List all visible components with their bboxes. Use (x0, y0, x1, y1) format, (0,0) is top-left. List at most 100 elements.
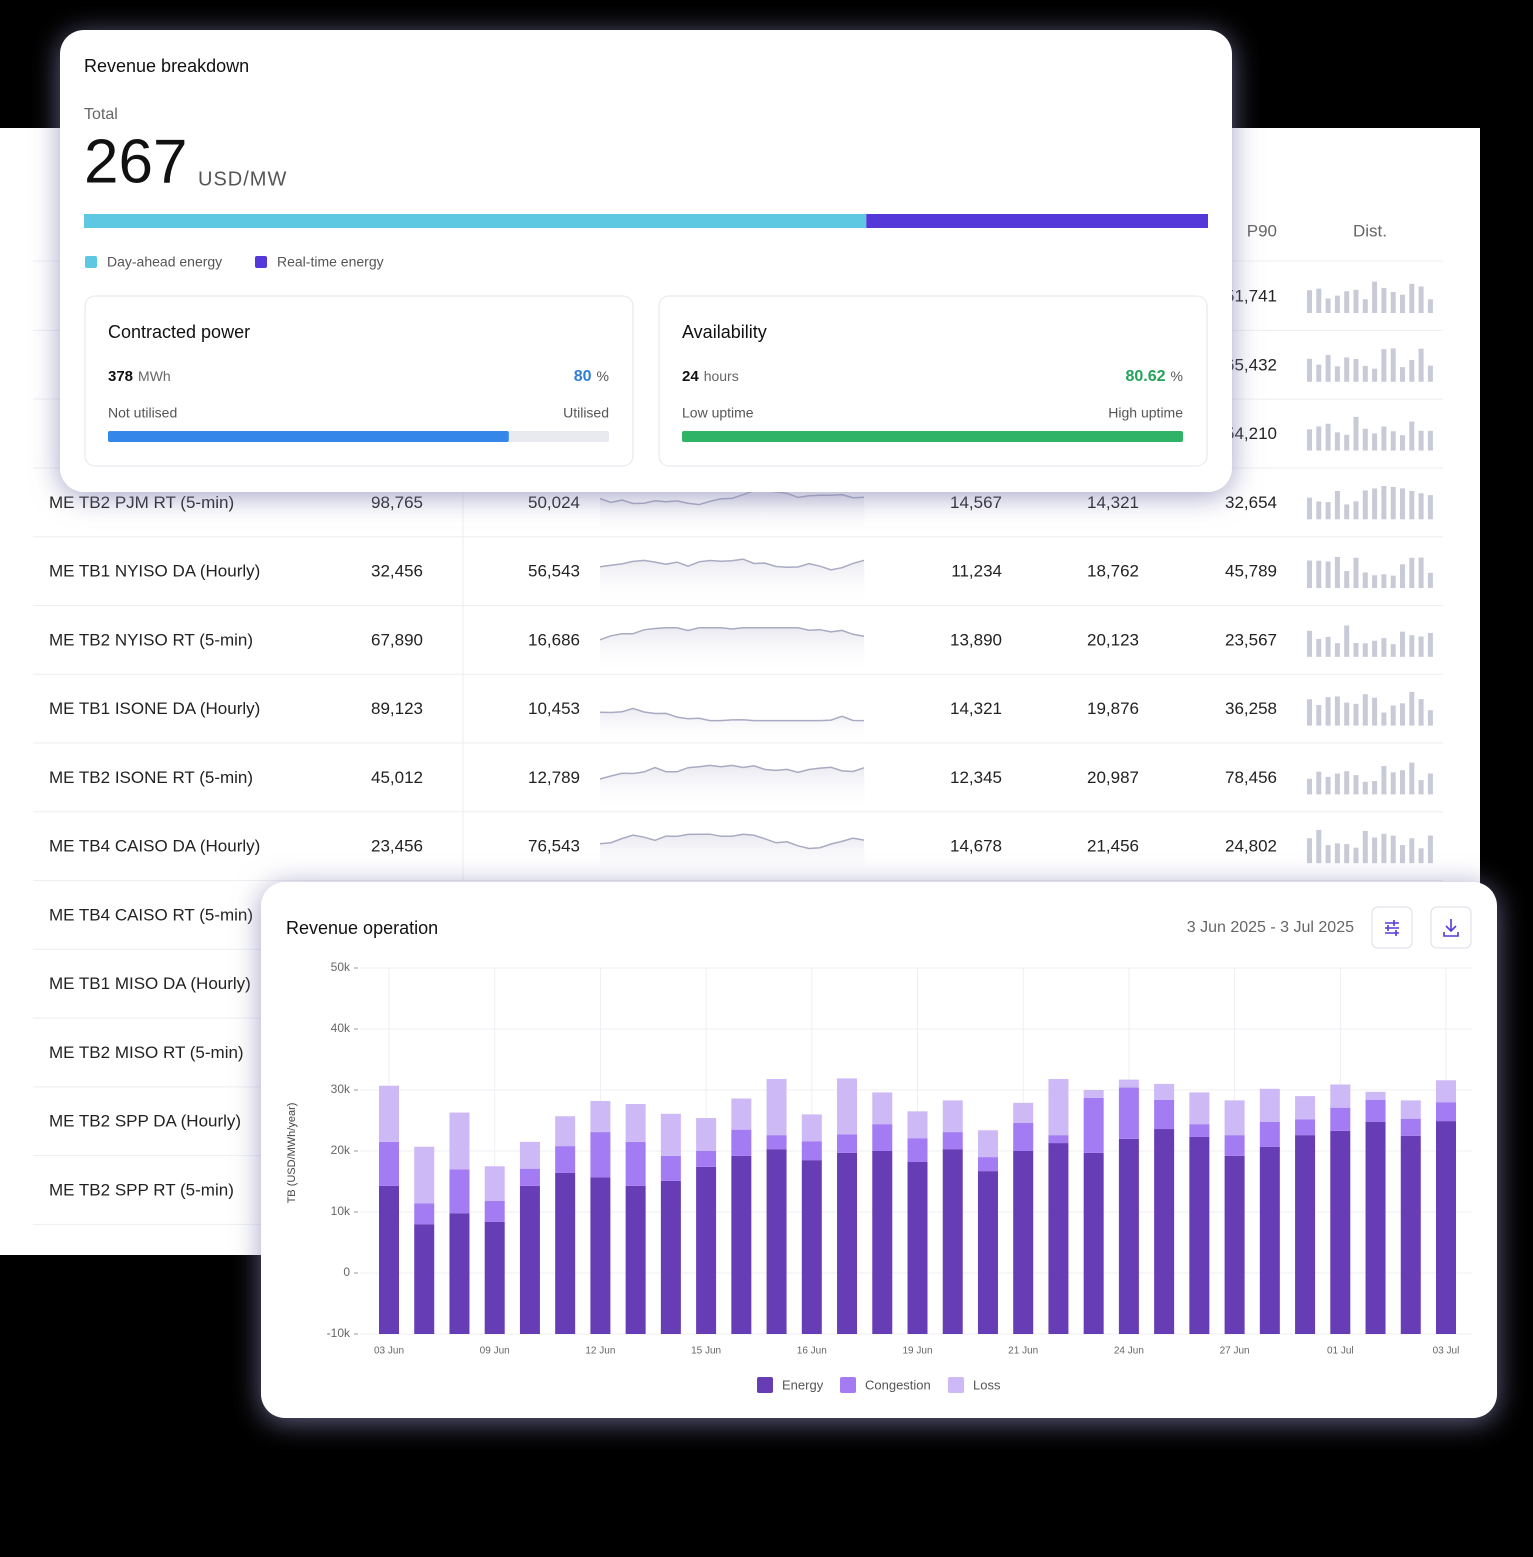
bar-segment (519, 1141, 540, 1169)
dist-bar (1409, 838, 1415, 864)
dist-bar (1325, 354, 1331, 382)
dist-bar (1418, 848, 1424, 864)
bar-segment (1365, 1121, 1386, 1334)
bar-segment (625, 1141, 646, 1186)
y-tick-label: 30k (331, 1082, 351, 1096)
sparkline (599, 489, 865, 506)
cell: 23,567 (1225, 630, 1277, 649)
dist-bar (1390, 291, 1396, 313)
dist-bar (1381, 574, 1387, 589)
cell: 32,654 (1225, 493, 1277, 512)
cell: 76,543 (528, 837, 580, 856)
cell: ME TB2 NYISO RT (5-min) (49, 630, 253, 649)
percent-unit: % (597, 368, 609, 384)
bar-segment (1013, 1122, 1034, 1151)
dist-bar (1307, 358, 1312, 382)
cell: ME TB4 CAISO RT (5-min) (49, 905, 253, 924)
dist-bar (1372, 575, 1378, 589)
cell: 19,876 (1087, 699, 1139, 718)
bar-segment (484, 1201, 505, 1222)
bar-segment (837, 1134, 858, 1153)
table-row: ME TB1 ISONE DA (Hourly) 89,123 10,453 14,3… (33, 691, 1443, 744)
dist-bar (1307, 630, 1312, 657)
bar-segment (1259, 1088, 1280, 1122)
dist-bar (1409, 762, 1415, 795)
bar-segment (1189, 1124, 1210, 1137)
dist-bar (1409, 557, 1415, 589)
sparkline (599, 764, 865, 780)
dist-bar (1418, 557, 1424, 589)
total-unit: USD/MW (198, 168, 287, 190)
dist-bar (1381, 486, 1387, 520)
metric-card: Contracted power 378 MWh 80 % Not utilised Uti… (84, 295, 634, 467)
cell: 14,678 (950, 837, 1002, 856)
dist-bar (1418, 493, 1424, 520)
date-range: 3 Jun 2025 - 3 Jul 2025 (1187, 919, 1354, 936)
cell: 20,987 (1087, 768, 1139, 787)
filter-knobs (1387, 920, 1397, 936)
bar-segment (872, 1092, 893, 1125)
cell: 21,456 (1087, 837, 1139, 856)
cell: 56,543 (528, 562, 580, 581)
dist-bar (1390, 575, 1396, 589)
dist-bar (1325, 845, 1331, 864)
bar-segment (766, 1079, 787, 1136)
bar-segment (1224, 1155, 1245, 1334)
cell: 14,321 (950, 699, 1002, 718)
dist-bar (1353, 501, 1359, 520)
dist-bar (1334, 556, 1340, 589)
bar-segment (1330, 1130, 1351, 1334)
dist-bar (1344, 434, 1350, 451)
dist-bar (1400, 631, 1405, 657)
dist-bar (1344, 504, 1350, 520)
bar-segment (625, 1185, 646, 1334)
dist-bar (1381, 833, 1387, 864)
cell: ME TB1 MISO DA (Hourly) (49, 974, 251, 993)
x-tick-label: 24 Jun (1114, 1346, 1144, 1357)
dist-bar (1409, 283, 1415, 313)
dist-bar (1344, 291, 1350, 313)
dist-bar (1400, 845, 1405, 864)
chart-title: Revenue operation (286, 918, 438, 938)
dist-bar (1400, 435, 1405, 451)
cell: 45,012 (371, 768, 423, 787)
x-tick-label: 27 Jun (1220, 1346, 1250, 1357)
dist-bar (1316, 829, 1322, 864)
right-label: Utilised (563, 405, 609, 421)
filter-button[interactable] (1371, 906, 1413, 949)
bar-segment (590, 1100, 611, 1133)
bar-segment (449, 1112, 470, 1170)
dist-bar (1353, 289, 1359, 313)
dist-bar (1400, 770, 1405, 795)
dist-bar (1307, 838, 1312, 864)
bar-segment (1295, 1119, 1316, 1136)
bar-segment (1048, 1143, 1069, 1334)
bar-segment (1365, 1099, 1386, 1122)
bar-segment (801, 1114, 822, 1142)
dist-bar (1325, 502, 1331, 520)
x-tick-label: 03 Jun (374, 1346, 404, 1357)
share-bar (84, 214, 867, 228)
legend-label: Real-time energy (277, 254, 384, 270)
bar-segment (414, 1146, 435, 1204)
bar-segment (1400, 1118, 1421, 1136)
cell: ME TB2 SPP DA (Hourly) (49, 1112, 241, 1131)
amount-unit: MWh (138, 368, 171, 384)
dist-bar (1334, 295, 1340, 313)
table-row: ME TB2 ISONE RT (5-min) 45,012 12,789 12,34… (33, 762, 1443, 813)
card-title: Revenue breakdown (84, 56, 249, 76)
bar-segment (801, 1160, 822, 1334)
dist-bar (1307, 290, 1312, 313)
download-button[interactable] (1430, 906, 1472, 949)
y-tick-label: -10k (327, 1326, 351, 1340)
dist-bar (1418, 636, 1424, 657)
dist-bar (1418, 348, 1424, 382)
cell: 13,890 (950, 630, 1002, 649)
dist-bar (1409, 490, 1415, 520)
bar-segment (1330, 1084, 1351, 1108)
bar-segment (977, 1171, 998, 1334)
dist-bar (1418, 430, 1424, 451)
dist-bar (1316, 560, 1322, 589)
